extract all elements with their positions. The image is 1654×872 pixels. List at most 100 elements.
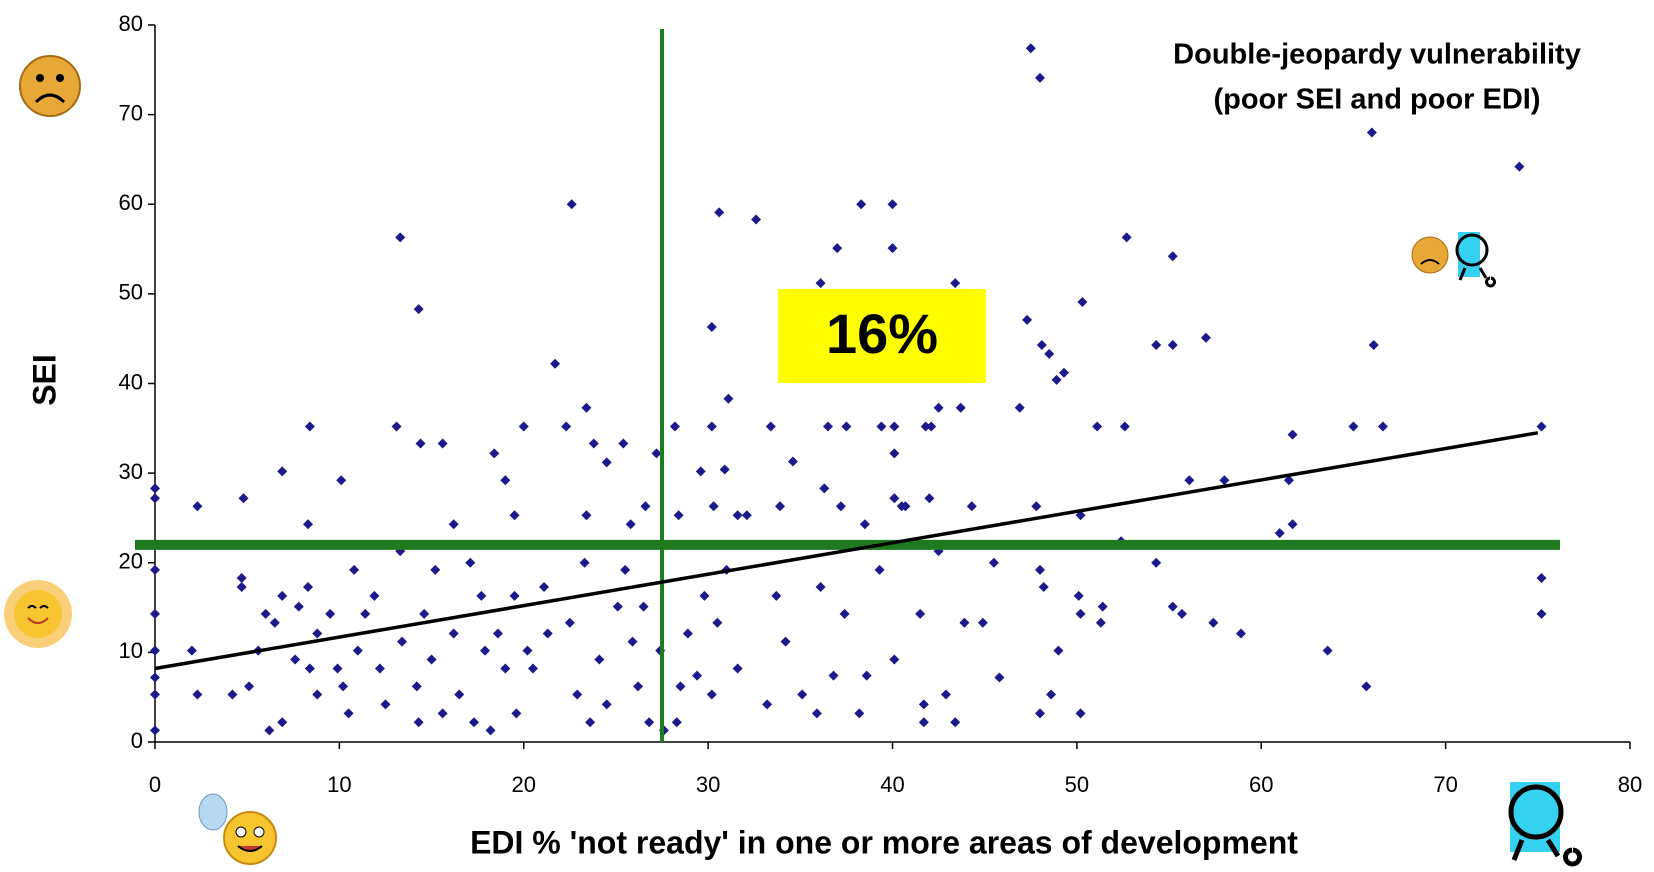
point <box>876 421 887 432</box>
annotation: (poor SEI and poor EDI) <box>1213 84 1540 116</box>
point <box>627 636 638 647</box>
point <box>369 590 380 601</box>
point <box>1167 339 1178 350</box>
point <box>1077 296 1088 307</box>
y-tick-label: 80 <box>119 11 143 36</box>
point <box>561 421 572 432</box>
point <box>277 717 288 728</box>
point <box>601 699 612 710</box>
point <box>1287 429 1298 440</box>
point <box>509 510 520 521</box>
point <box>1014 402 1025 413</box>
trend-line <box>154 431 1539 671</box>
point <box>588 438 599 449</box>
point <box>1075 708 1086 719</box>
point <box>277 466 288 477</box>
point <box>966 501 977 512</box>
point <box>815 581 826 592</box>
point <box>835 501 846 512</box>
point <box>150 689 160 700</box>
point <box>819 483 830 494</box>
point <box>638 601 649 612</box>
point <box>150 725 160 736</box>
point <box>397 636 408 647</box>
point <box>920 421 931 432</box>
point <box>918 699 929 710</box>
axes: 0 10 20 30 40 50 60 70 80 0 10 20 30 40 50 60 70 80 <box>119 11 1643 797</box>
point <box>500 663 511 674</box>
point <box>1167 601 1178 612</box>
point <box>290 654 301 665</box>
point <box>437 438 448 449</box>
point <box>839 608 850 619</box>
point <box>889 493 900 504</box>
point <box>988 557 999 568</box>
point <box>150 483 160 494</box>
point <box>581 510 592 521</box>
point <box>859 519 870 530</box>
point <box>1167 251 1178 262</box>
point <box>485 725 496 736</box>
point <box>480 645 491 656</box>
y-tick-label: 60 <box>119 190 143 215</box>
point <box>669 421 680 432</box>
point <box>325 608 336 619</box>
point <box>1038 581 1049 592</box>
point <box>1031 501 1042 512</box>
point <box>150 645 160 656</box>
x-tick-label: 80 <box>1618 772 1642 797</box>
point <box>419 608 430 619</box>
point <box>150 564 160 575</box>
point <box>1036 339 1047 350</box>
point <box>360 608 371 619</box>
point <box>822 421 833 432</box>
point <box>572 689 583 700</box>
y-tick-label: 10 <box>119 638 143 663</box>
point <box>671 717 682 728</box>
point <box>900 501 911 512</box>
point <box>706 689 717 700</box>
point <box>699 590 710 601</box>
point <box>732 663 743 674</box>
points <box>150 43 1547 736</box>
y-tick-label: 0 <box>131 728 143 753</box>
y-tick-label: 30 <box>119 459 143 484</box>
point <box>1208 617 1219 628</box>
point <box>509 590 520 601</box>
balloon-smiley-icon <box>198 793 277 865</box>
point <box>1322 645 1333 656</box>
x-axis-title: EDI % 'not ready' in one or more areas o… <box>470 824 1298 860</box>
point <box>612 601 623 612</box>
point <box>1151 557 1162 568</box>
point <box>550 358 561 369</box>
blue-creature-icon <box>1508 782 1582 867</box>
point <box>1366 127 1377 138</box>
point <box>950 717 961 728</box>
point <box>874 564 885 575</box>
sad-face-icon <box>19 55 81 117</box>
point <box>959 617 970 628</box>
point <box>1053 645 1064 656</box>
quadrant-label-box <box>778 289 986 383</box>
point <box>430 564 441 575</box>
point <box>380 699 391 710</box>
point <box>304 421 315 432</box>
point <box>1348 421 1359 432</box>
point <box>1025 43 1036 54</box>
point <box>889 654 900 665</box>
point <box>675 681 686 692</box>
point <box>244 681 255 692</box>
point <box>714 207 725 218</box>
point <box>856 199 867 210</box>
point <box>352 645 363 656</box>
point <box>1536 608 1547 619</box>
point <box>374 663 385 674</box>
point <box>1073 590 1084 601</box>
point <box>150 608 160 619</box>
point <box>349 564 360 575</box>
point <box>861 670 872 681</box>
point <box>312 628 323 639</box>
point <box>633 681 644 692</box>
x-tick-label: 10 <box>327 772 351 797</box>
point <box>426 654 437 665</box>
